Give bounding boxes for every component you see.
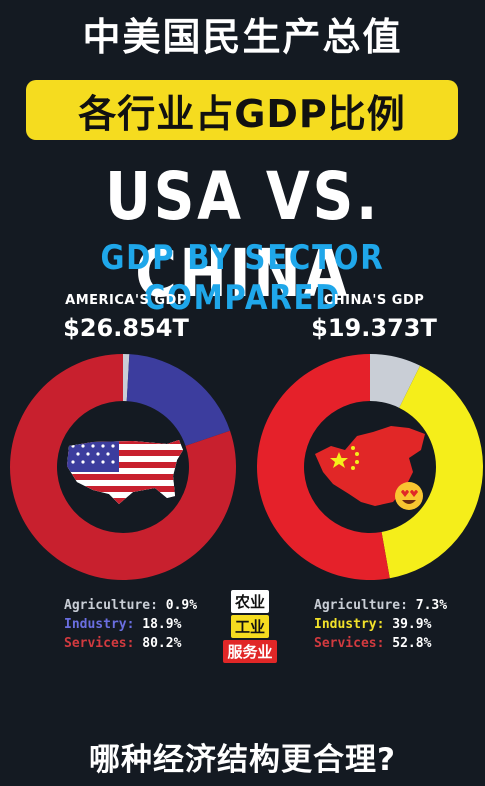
- page-title-cn: 中美国民生产总值: [82, 15, 403, 59]
- tag-services-cn: 服务业: [223, 640, 277, 663]
- us-gdp-title: AMERICA'S GDP: [65, 293, 187, 308]
- us-slice-agriculture: [123, 354, 130, 402]
- cn-sector-tags: 农业 工业 服务业: [220, 590, 280, 663]
- cn-legend-services: Services: 52.8%: [314, 636, 432, 651]
- usa-map-flag-icon: [67, 440, 183, 504]
- us-legend-agriculture: Agriculture: 0.9%: [64, 598, 198, 613]
- us-legend-industry: Industry: 18.9%: [64, 617, 182, 632]
- tag-agriculture-cn: 农业: [230, 590, 269, 613]
- heart-eyes-emoji-icon: [395, 482, 423, 510]
- china-map-flag-icon: [315, 426, 425, 510]
- subtitle-banner-text: 各行业占GDP比例: [78, 91, 406, 136]
- us-gdp-total: $26.854T: [63, 314, 189, 342]
- cn-slice-agriculture: [370, 354, 421, 408]
- us-slice-services: [9, 354, 236, 580]
- cn-gdp-total: $19.373T: [311, 314, 437, 342]
- cn-slice-industry: [381, 365, 483, 579]
- us-donut-chart: [9, 354, 236, 580]
- cn-gdp-title: CHINA'S GDP: [323, 293, 425, 308]
- cn-legend-agriculture: Agriculture: 7.3%: [314, 598, 448, 613]
- cn-legend: Agriculture: 7.3% Industry: 39.9% Servic…: [314, 596, 447, 653]
- cn-legend-industry: Industry: 39.9%: [314, 617, 432, 632]
- us-slice-industry: [126, 354, 231, 446]
- cn-slice-services: [256, 354, 390, 580]
- us-legend-services: Services: 80.2%: [64, 636, 182, 651]
- closing-question: 哪种经济结构更合理?: [89, 742, 396, 778]
- headline: USA VS. CHINA: [104, 158, 381, 312]
- cn-donut-chart: [256, 354, 483, 580]
- us-legend: Agriculture: 0.9% Industry: 18.9% Servic…: [64, 596, 197, 653]
- subheadline: GDP BY SECTOR COMPARED: [100, 238, 385, 318]
- subtitle-banner: 各行业占GDP比例: [26, 80, 458, 140]
- tag-industry-cn: 工业: [230, 615, 269, 638]
